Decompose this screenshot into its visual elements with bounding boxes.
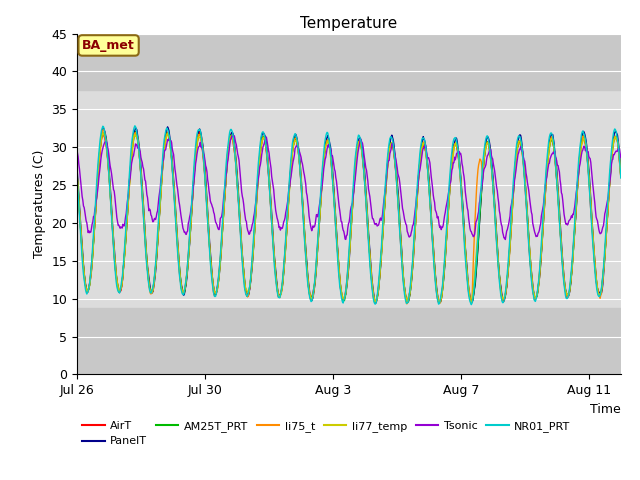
AM25T_PRT xyxy=(401,292,409,298)
Line: AM25T_PRT: AM25T_PRT xyxy=(77,132,621,303)
NR01_PRT xyxy=(136,155,143,160)
Title: Temperature: Temperature xyxy=(300,16,397,31)
AM25T_PRT xyxy=(355,138,363,144)
li77_temp xyxy=(147,288,155,294)
PanelT xyxy=(401,289,409,295)
Tsonic xyxy=(73,146,81,152)
AM25T_PRT xyxy=(136,155,143,160)
Bar xyxy=(77,308,621,374)
AM25T_PRT xyxy=(490,196,498,202)
li75_t xyxy=(617,173,625,179)
NR01_PRT xyxy=(355,132,363,138)
NR01_PRT xyxy=(73,171,81,177)
AM25T_PRT xyxy=(73,168,81,174)
Legend: AirT, PanelT, AM25T_PRT, li75_t, li77_temp, Tsonic, NR01_PRT: AirT, PanelT, AM25T_PRT, li75_t, li77_te… xyxy=(83,421,570,446)
li75_t xyxy=(403,301,410,307)
Tsonic xyxy=(617,155,625,160)
Bar xyxy=(77,34,621,90)
li77_temp xyxy=(136,153,143,158)
AirT xyxy=(183,271,191,276)
PanelT xyxy=(355,135,363,141)
Tsonic xyxy=(230,133,238,139)
PanelT xyxy=(490,190,498,196)
Tsonic xyxy=(147,207,154,213)
li77_temp xyxy=(355,139,363,145)
NR01_PRT xyxy=(147,290,155,296)
NR01_PRT xyxy=(401,296,409,301)
AirT xyxy=(401,291,409,297)
li77_temp xyxy=(99,130,107,136)
li75_t xyxy=(401,292,409,298)
li75_t xyxy=(100,127,108,132)
li75_t xyxy=(184,264,191,269)
PanelT xyxy=(135,141,143,146)
li77_temp xyxy=(184,265,191,271)
PanelT xyxy=(403,300,411,306)
NR01_PRT xyxy=(467,302,475,308)
Tsonic xyxy=(502,237,509,242)
PanelT xyxy=(73,163,81,168)
Tsonic xyxy=(135,144,143,150)
li77_temp xyxy=(490,194,498,200)
AirT xyxy=(355,139,363,144)
AirT xyxy=(435,300,443,306)
li75_t xyxy=(355,138,363,144)
li75_t xyxy=(147,291,155,297)
Tsonic xyxy=(183,229,191,235)
X-axis label: Time: Time xyxy=(590,403,621,416)
AM25T_PRT xyxy=(147,289,155,295)
Line: li77_temp: li77_temp xyxy=(77,133,621,302)
Line: li75_t: li75_t xyxy=(77,130,621,304)
PanelT xyxy=(617,167,625,172)
NR01_PRT xyxy=(490,199,498,205)
li75_t xyxy=(73,168,81,174)
AirT xyxy=(490,195,498,201)
AirT xyxy=(147,286,154,292)
AirT xyxy=(196,128,204,134)
Tsonic xyxy=(355,144,363,149)
Line: PanelT: PanelT xyxy=(77,127,621,303)
PanelT xyxy=(184,266,191,272)
PanelT xyxy=(147,285,154,291)
Line: Tsonic: Tsonic xyxy=(77,136,621,240)
Line: NR01_PRT: NR01_PRT xyxy=(77,126,621,305)
NR01_PRT xyxy=(184,260,191,266)
li75_t xyxy=(136,153,143,158)
li77_temp xyxy=(73,168,81,173)
Y-axis label: Temperatures (C): Temperatures (C) xyxy=(33,150,45,258)
AirT xyxy=(73,170,81,176)
li75_t xyxy=(490,196,498,202)
AM25T_PRT xyxy=(184,266,191,272)
Line: AirT: AirT xyxy=(77,131,621,303)
AirT xyxy=(617,174,625,180)
Text: BA_met: BA_met xyxy=(82,39,135,52)
Tsonic xyxy=(490,161,497,167)
AM25T_PRT xyxy=(436,300,444,306)
NR01_PRT xyxy=(617,175,625,181)
li77_temp xyxy=(617,175,625,180)
AM25T_PRT xyxy=(132,129,140,135)
li77_temp xyxy=(372,299,380,305)
li77_temp xyxy=(402,294,410,300)
Tsonic xyxy=(401,219,409,225)
AM25T_PRT xyxy=(617,172,625,178)
PanelT xyxy=(164,124,172,130)
AirT xyxy=(135,147,143,153)
NR01_PRT xyxy=(131,123,139,129)
